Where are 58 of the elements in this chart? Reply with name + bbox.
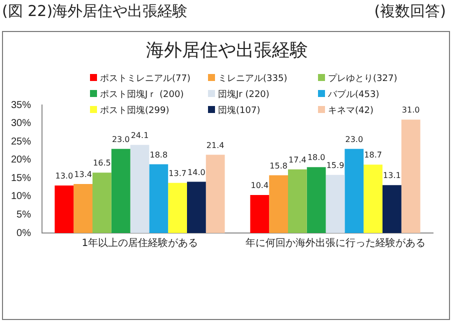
y-tick-label: 10% <box>10 191 32 202</box>
bar <box>401 120 420 233</box>
data-label: 18.8 <box>150 150 168 160</box>
y-tick-label: 0% <box>16 228 32 239</box>
bar <box>168 182 187 233</box>
data-label: 13.1 <box>383 171 401 180</box>
legend-label: キネマ(42) <box>328 106 374 116</box>
data-label: 17.4 <box>288 155 306 164</box>
legend-label: ポスト団塊Jｒ (200) <box>99 88 185 101</box>
bar <box>288 169 307 233</box>
bar <box>326 174 345 233</box>
x-tick-label: 1年以上の居住経験がある <box>82 238 198 250</box>
bar <box>269 175 288 233</box>
y-tick-label: 5% <box>16 209 32 220</box>
bar <box>74 184 93 233</box>
data-label: 13.4 <box>74 170 92 180</box>
y-tick-label: 15% <box>10 172 32 184</box>
data-label: 15.8 <box>270 161 288 170</box>
bar <box>344 148 364 233</box>
y-tick-label: 30% <box>10 118 32 130</box>
data-label: 15.9 <box>326 160 344 170</box>
data-label: 13.7 <box>168 168 186 178</box>
data-label: 18.7 <box>364 150 382 160</box>
bar <box>149 164 168 233</box>
text: (複数回答) <box>374 2 446 21</box>
data-label: 16.5 <box>93 158 111 168</box>
bar <box>306 167 326 233</box>
legend-label: 団塊Jr (220) <box>217 88 270 101</box>
legend-label: 団塊(107) <box>217 104 262 117</box>
bar <box>92 172 112 233</box>
data-label: 23.0 <box>112 134 130 144</box>
legend-label: プレゆとり(327) <box>327 72 398 85</box>
bar <box>130 144 150 233</box>
y-tick-label: 35% <box>10 100 32 111</box>
x-tick-label: 年に何回か海外出張に行った経験がある <box>245 238 426 250</box>
chart-title: 海外居住や出張経験 <box>145 39 309 62</box>
y-tick-label: 20% <box>10 154 32 166</box>
bar <box>364 164 382 233</box>
text: (図 22)海外居住や出張経験 <box>2 2 188 21</box>
data-label: 14.0 <box>188 168 206 177</box>
data-label: 18.0 <box>307 153 326 162</box>
bar <box>250 194 270 233</box>
legend-label: ポストミレニアル(77) <box>99 73 192 85</box>
bar <box>382 185 402 233</box>
legend-label: ポスト団塊(299) <box>99 104 170 117</box>
bar <box>206 154 225 233</box>
bar <box>186 182 206 233</box>
y-tick-label: 25% <box>10 136 32 148</box>
bar <box>111 148 130 233</box>
data-label: 21.4 <box>206 140 224 150</box>
data-label: 10.4 <box>250 181 269 190</box>
data-label: 24.1 <box>130 130 149 140</box>
data-label: 23.0 <box>345 134 364 144</box>
data-label: 31.0 <box>402 106 420 115</box>
legend-label: バブル(453) <box>327 88 380 101</box>
data-label: 13.0 <box>55 172 74 181</box>
legend-label: ミレニアル(335) <box>217 73 288 85</box>
bar <box>54 185 74 233</box>
